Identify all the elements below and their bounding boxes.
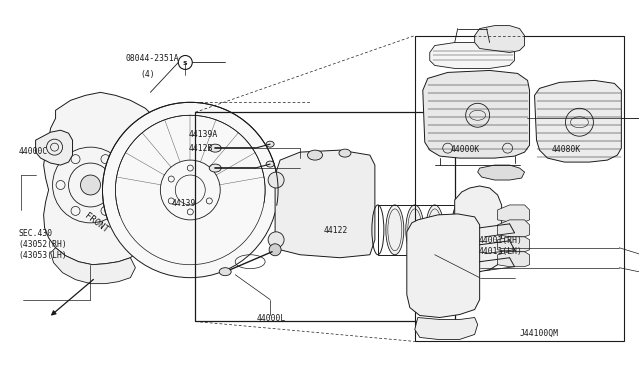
Text: SEC.430: SEC.430 (19, 229, 52, 238)
Circle shape (269, 244, 281, 256)
Text: (43053(LH): (43053(LH) (19, 251, 67, 260)
Text: 4412B: 4412B (189, 144, 214, 153)
Polygon shape (44, 92, 158, 265)
Text: 44122: 44122 (323, 226, 348, 235)
Text: 44139: 44139 (172, 199, 196, 208)
Text: J44100QM: J44100QM (519, 329, 558, 338)
Bar (195, 112, 454, 321)
Polygon shape (275, 150, 375, 258)
Polygon shape (477, 165, 525, 180)
Polygon shape (498, 220, 529, 237)
Text: (4): (4) (140, 70, 154, 78)
Ellipse shape (266, 161, 274, 167)
Polygon shape (475, 26, 525, 52)
Polygon shape (534, 80, 621, 162)
Circle shape (102, 102, 278, 278)
Polygon shape (498, 205, 529, 222)
Ellipse shape (308, 150, 323, 160)
Text: 44001(RH): 44001(RH) (478, 235, 522, 244)
Ellipse shape (266, 141, 274, 147)
Polygon shape (423, 70, 529, 158)
Polygon shape (36, 130, 72, 165)
Polygon shape (415, 318, 477, 339)
Text: 08044-2351A: 08044-2351A (125, 54, 179, 63)
Ellipse shape (406, 205, 424, 255)
Ellipse shape (386, 205, 404, 255)
Ellipse shape (339, 149, 351, 157)
Bar (415, 36, 625, 341)
Text: 44139A: 44139A (189, 130, 218, 139)
Polygon shape (51, 248, 136, 283)
Text: 44080K: 44080K (551, 145, 580, 154)
Text: 44011(LH): 44011(LH) (478, 247, 522, 256)
Circle shape (81, 175, 100, 195)
Ellipse shape (426, 205, 444, 255)
Bar (378, 205, 458, 255)
Text: FRONT: FRONT (83, 211, 109, 235)
Text: 44000L: 44000L (256, 314, 285, 323)
Polygon shape (430, 42, 515, 68)
Polygon shape (407, 214, 479, 318)
Polygon shape (498, 252, 529, 267)
Text: (43052(RH): (43052(RH) (19, 240, 67, 249)
Circle shape (268, 232, 284, 248)
Ellipse shape (209, 144, 221, 152)
Ellipse shape (220, 268, 231, 276)
Circle shape (268, 172, 284, 188)
Text: S: S (183, 61, 188, 66)
Polygon shape (498, 237, 529, 252)
Text: 44000C: 44000C (19, 147, 48, 156)
Ellipse shape (209, 164, 221, 172)
Polygon shape (454, 186, 502, 272)
Text: 44000K: 44000K (451, 145, 480, 154)
